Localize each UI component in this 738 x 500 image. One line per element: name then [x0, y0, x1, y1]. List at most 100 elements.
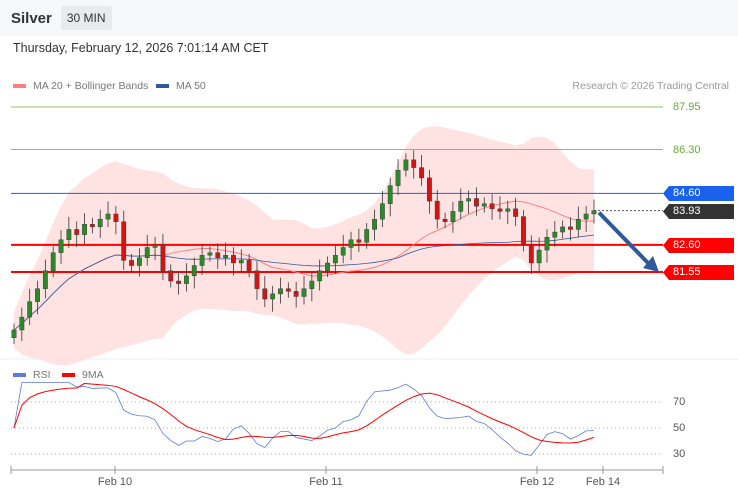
credit: Research © 2026 Trading Central — [572, 80, 729, 92]
candle-body — [583, 213, 589, 220]
timeframe-button[interactable]: 30 MIN — [60, 6, 112, 30]
candle-body — [411, 159, 417, 168]
ma50-label: MA 50 — [176, 80, 206, 92]
rsi-level-70: 70 — [673, 396, 686, 408]
rsi-ma-swatch — [62, 373, 75, 377]
level-pivot-tag: 84.60 — [663, 186, 734, 201]
rsi-ma-label: 9MA — [82, 369, 104, 381]
candle-body — [168, 270, 174, 282]
candle-body — [11, 329, 17, 338]
candle-body — [176, 280, 181, 284]
candle-body — [505, 208, 511, 212]
ma50-swatch — [156, 84, 169, 88]
candle-body — [560, 226, 566, 233]
x-label: Feb 10 — [97, 476, 133, 488]
candle-body — [427, 177, 432, 202]
level-r2: 87.95 — [673, 101, 701, 113]
candle-body — [434, 200, 440, 220]
candle-body — [544, 236, 550, 251]
candle-body — [575, 218, 581, 230]
candle-body — [113, 213, 119, 222]
timestamp: Thursday, February 12, 2026 7:01:14 AM C… — [13, 41, 269, 55]
candle-body — [293, 291, 299, 297]
candle-body — [254, 270, 260, 289]
rsi-ma-line — [13, 382, 595, 444]
candle-body — [223, 255, 229, 259]
candle-body — [309, 280, 315, 289]
candle-body — [191, 265, 197, 277]
rsi-swatch — [13, 373, 26, 377]
candle-body — [184, 275, 189, 284]
candle-body — [215, 252, 221, 259]
candle-body — [74, 229, 80, 235]
candle-body — [474, 198, 479, 207]
candle-body — [231, 255, 236, 264]
legend-rsi: RSI — [13, 369, 51, 381]
x-label: Feb 14 — [585, 476, 621, 488]
candle-body — [105, 213, 111, 220]
candle-body — [466, 198, 471, 202]
candle-body — [199, 255, 205, 266]
candle-body — [50, 252, 56, 271]
candle-body — [301, 288, 307, 297]
forecast-arrowhead — [643, 255, 659, 272]
candle-body — [332, 255, 338, 264]
ma50-line — [13, 234, 595, 331]
candle-body — [450, 211, 456, 222]
candle-body — [387, 185, 393, 204]
rsi-level-50: 50 — [673, 422, 686, 434]
x-label: Feb 12 — [519, 476, 555, 488]
candle-body — [372, 218, 377, 230]
legend-rsi-ma: 9MA — [62, 369, 104, 381]
candle-body — [121, 221, 127, 261]
level-s1-tag: 82.60 — [663, 238, 734, 253]
candle-body — [285, 288, 291, 292]
candle-body — [356, 239, 362, 243]
candle-body — [82, 224, 87, 235]
candle-body — [66, 229, 72, 240]
candle-body — [403, 159, 409, 171]
candle-body — [262, 288, 268, 300]
candle-body — [395, 169, 401, 186]
candle-body — [317, 270, 323, 282]
level-r1: 86.30 — [673, 144, 701, 156]
forecast-arrow — [597, 211, 651, 266]
candle-body — [536, 249, 542, 264]
candle-body — [348, 239, 354, 248]
candle-body — [379, 203, 385, 220]
instrument-title: Silver — [11, 9, 52, 27]
candle-body — [521, 216, 526, 246]
candle-body — [364, 229, 370, 243]
x-label: Feb 11 — [309, 476, 343, 488]
candle-body — [497, 208, 503, 212]
rsi-label: RSI — [33, 369, 51, 381]
candle-body — [458, 200, 464, 212]
candle-body — [246, 260, 252, 271]
candle-body — [129, 260, 134, 266]
candle-body — [137, 257, 142, 266]
candle-body — [278, 288, 283, 295]
candle-body — [152, 244, 158, 248]
candle-body — [35, 288, 40, 302]
ma20-swatch — [13, 84, 26, 88]
candle-body — [42, 270, 48, 289]
ma20-label: MA 20 + Bollinger Bands — [33, 80, 149, 92]
candle-body — [552, 231, 558, 238]
rsi-level-30: 30 — [673, 448, 686, 460]
legend-ma50: MA 50 — [156, 80, 206, 92]
candle-body — [340, 247, 346, 256]
last-price-tag: 83.93 — [663, 204, 734, 219]
header: Silver 30 MIN — [0, 0, 738, 36]
rsi-line — [13, 382, 595, 456]
candle-body — [270, 293, 276, 300]
candle-body — [19, 316, 25, 331]
candle-body — [160, 244, 166, 271]
candle-body — [513, 208, 519, 217]
candle-body — [144, 247, 150, 259]
candle-body — [442, 218, 448, 222]
candle-body — [481, 203, 487, 207]
candle-body — [58, 239, 64, 253]
candle-body — [325, 262, 330, 271]
candle-body — [238, 260, 244, 264]
candle-body — [27, 301, 33, 318]
